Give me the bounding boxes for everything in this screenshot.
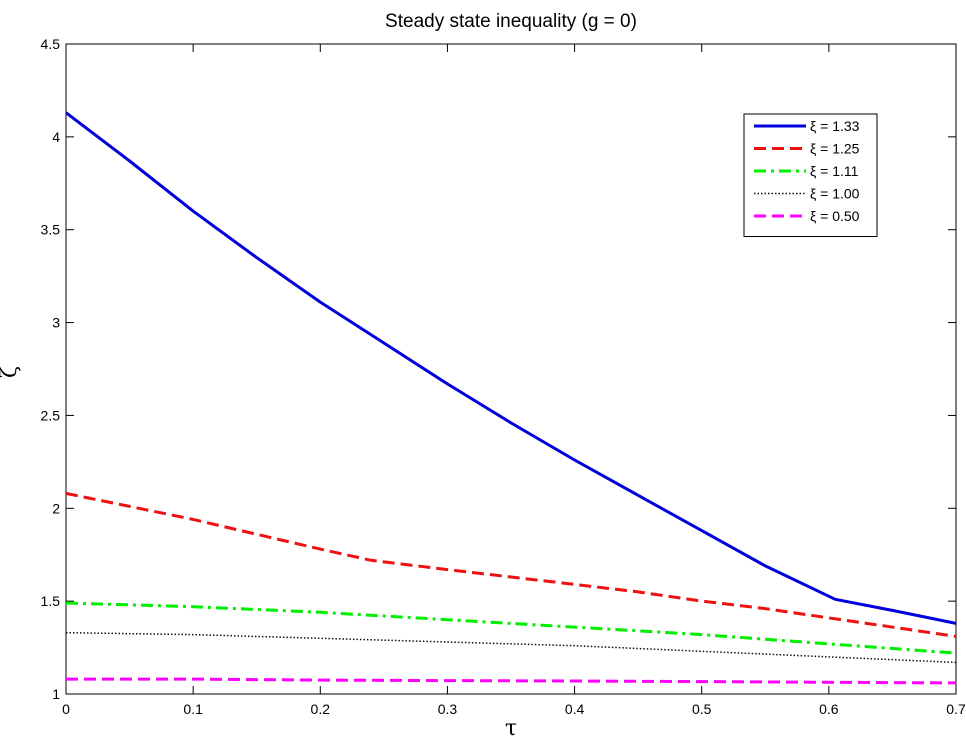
x-tick-label: 0.1	[183, 701, 203, 717]
y-tick-label: 2	[52, 500, 60, 516]
legend-label: ξ = 1.00	[810, 186, 860, 202]
legend-label: ξ = 0.50	[810, 208, 860, 224]
plot-area	[65, 43, 957, 695]
y-tick-label: 2.5	[41, 407, 61, 423]
y-tick-label: 4.5	[41, 36, 61, 52]
x-tick-label: 0.3	[438, 701, 458, 717]
series-line-5	[66, 677, 957, 685]
y-tick-label: 3	[52, 315, 60, 331]
x-tick-label: 0.2	[311, 701, 331, 717]
chart-title: Steady state inequality (g = 0)	[385, 11, 637, 32]
x-tick-label: 0	[62, 701, 70, 717]
x-tick-label: 0.5	[692, 701, 712, 717]
series-line-3	[65, 601, 957, 655]
legend-box	[743, 113, 878, 237]
series-line-1	[65, 111, 957, 625]
x-tick-label: 0.4	[565, 701, 585, 717]
y-tick-label: 1.5	[41, 593, 61, 609]
legend-label: ξ = 1.11	[810, 163, 859, 179]
legend: ξ = 1.33 ξ = 1.25 ξ = 1.11 ξ = 1.00 ξ = 0.50	[743, 113, 878, 237]
y-tick-label: 1	[52, 686, 60, 702]
y-tick-label: 4	[52, 129, 60, 145]
series-line-2	[65, 491, 957, 638]
legend-label: ξ = 1.33	[810, 118, 860, 134]
x-axis-label: τ	[505, 716, 517, 738]
series-lines	[65, 111, 957, 685]
y-axis-label: ζ	[0, 366, 22, 378]
series-line-4	[65, 631, 957, 664]
x-tick-label: 0.6	[819, 701, 839, 717]
legend-label: ξ = 1.25	[810, 141, 860, 157]
y-tick-label: 3.5	[41, 222, 61, 238]
axis-ticks: 0 0.1 0.2 0.3 0.4 0.5 0.6 0.7 1 1.5 2 2.5 3 3.5 4 4.5	[41, 36, 966, 717]
x-tick-label: 0.7	[946, 701, 966, 717]
